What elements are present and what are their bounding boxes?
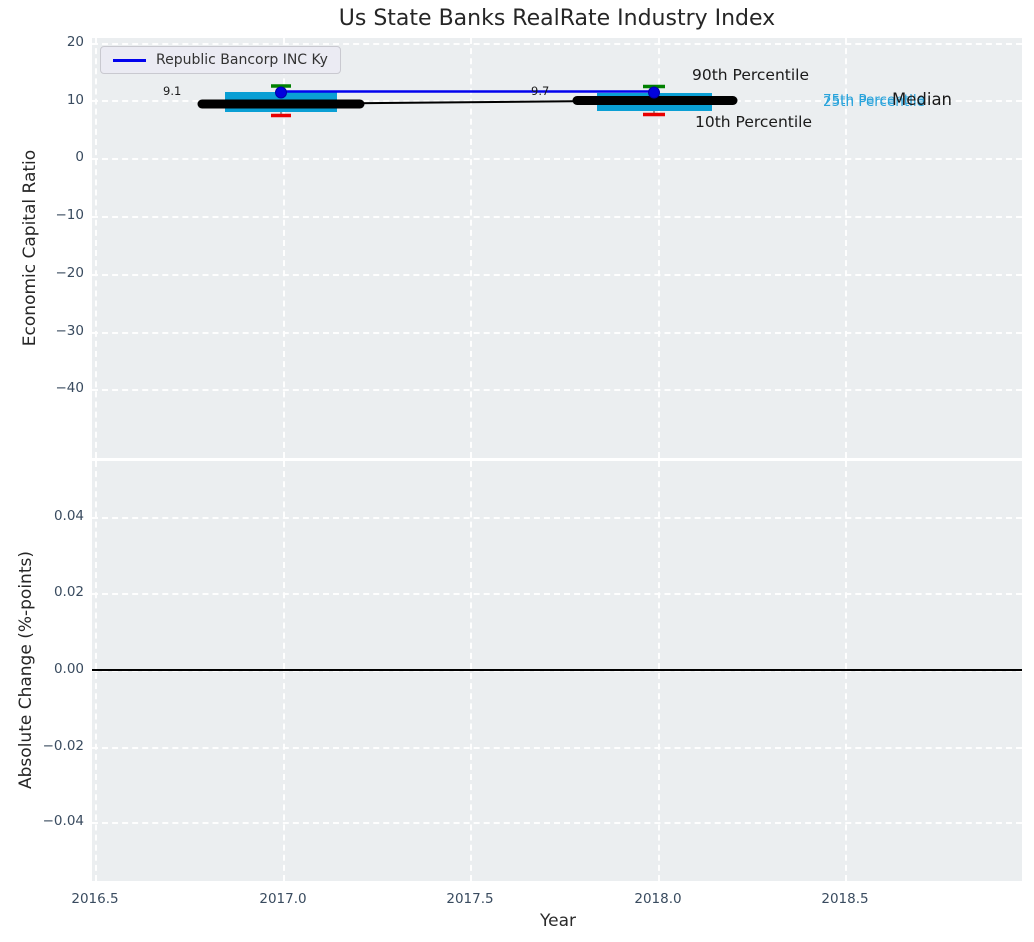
- top-ytick-10: 10: [66, 92, 84, 108]
- bot-ytick-002: 0.02: [53, 584, 84, 600]
- legend-label: Republic Bancorp INC Ky: [156, 52, 328, 68]
- gridline: [92, 389, 1022, 391]
- median-value-2017: 9.1: [163, 84, 182, 98]
- gridline: [92, 517, 1022, 519]
- gridline: [95, 461, 97, 881]
- top-y-axis-label: Economic Capital Ratio: [20, 149, 40, 347]
- gridline: [92, 274, 1022, 276]
- gridline: [92, 158, 1022, 160]
- gridline: [92, 670, 1022, 672]
- xtick-2018-5: 2018.5: [821, 891, 869, 907]
- xtick-2017-5: 2017.5: [446, 891, 494, 907]
- xtick-2018-0: 2018.0: [634, 891, 682, 907]
- gridline: [658, 461, 660, 881]
- series-marker-2018: [648, 86, 660, 99]
- gridline: [658, 38, 660, 458]
- zero-change-line: [92, 669, 1022, 671]
- gridline: [92, 43, 1022, 45]
- gridline: [92, 747, 1022, 749]
- gridline: [92, 216, 1022, 218]
- boxplot-canvas: [197, 84, 738, 118]
- top-axes: 9.1 9.7 90th Percentile 10th Percentile …: [92, 38, 1022, 458]
- xtick-2016-5: 2016.5: [71, 891, 119, 907]
- xtick-2017-0: 2017.0: [259, 891, 307, 907]
- bot-ytick-m002: −0.02: [42, 738, 84, 754]
- median-label: Median: [892, 90, 953, 109]
- x-axis-label: Year: [540, 911, 576, 931]
- chart-title: Us State Banks RealRate Industry Index: [338, 6, 776, 31]
- bot-ytick-004: 0.04: [53, 508, 84, 524]
- gridline: [92, 332, 1022, 334]
- top-ytick-20: 20: [66, 34, 84, 50]
- gridline: [845, 38, 847, 458]
- gridline: [95, 38, 97, 458]
- top-ytick-m40: −40: [55, 380, 85, 396]
- bottom-axes: [92, 461, 1022, 881]
- gridline: [470, 38, 472, 458]
- p25-label: 25th Percentile: [823, 94, 925, 110]
- top-ytick-m10: −10: [55, 207, 85, 223]
- bot-ytick-000: 0.00: [53, 661, 84, 677]
- median-value-2018: 9.7: [531, 84, 550, 98]
- gridline: [92, 822, 1022, 824]
- gridline: [470, 461, 472, 881]
- top-ytick-m20: −20: [55, 265, 85, 281]
- top-ytick-0: 0: [75, 149, 84, 165]
- gridline: [283, 38, 285, 458]
- series-marker-2017: [275, 86, 287, 99]
- bot-ytick-m004: −0.04: [42, 813, 84, 829]
- legend-line-swatch: [113, 58, 146, 62]
- gridline: [92, 593, 1022, 595]
- p75-label: 75th Percentile: [823, 92, 925, 108]
- gridline: [283, 461, 285, 881]
- top-ytick-m30: −30: [55, 323, 85, 339]
- p10-label: 10th Percentile: [695, 113, 813, 131]
- legend: Republic Bancorp INC Ky: [100, 46, 341, 74]
- p90-label: 90th Percentile: [692, 66, 810, 84]
- gridline: [845, 461, 847, 881]
